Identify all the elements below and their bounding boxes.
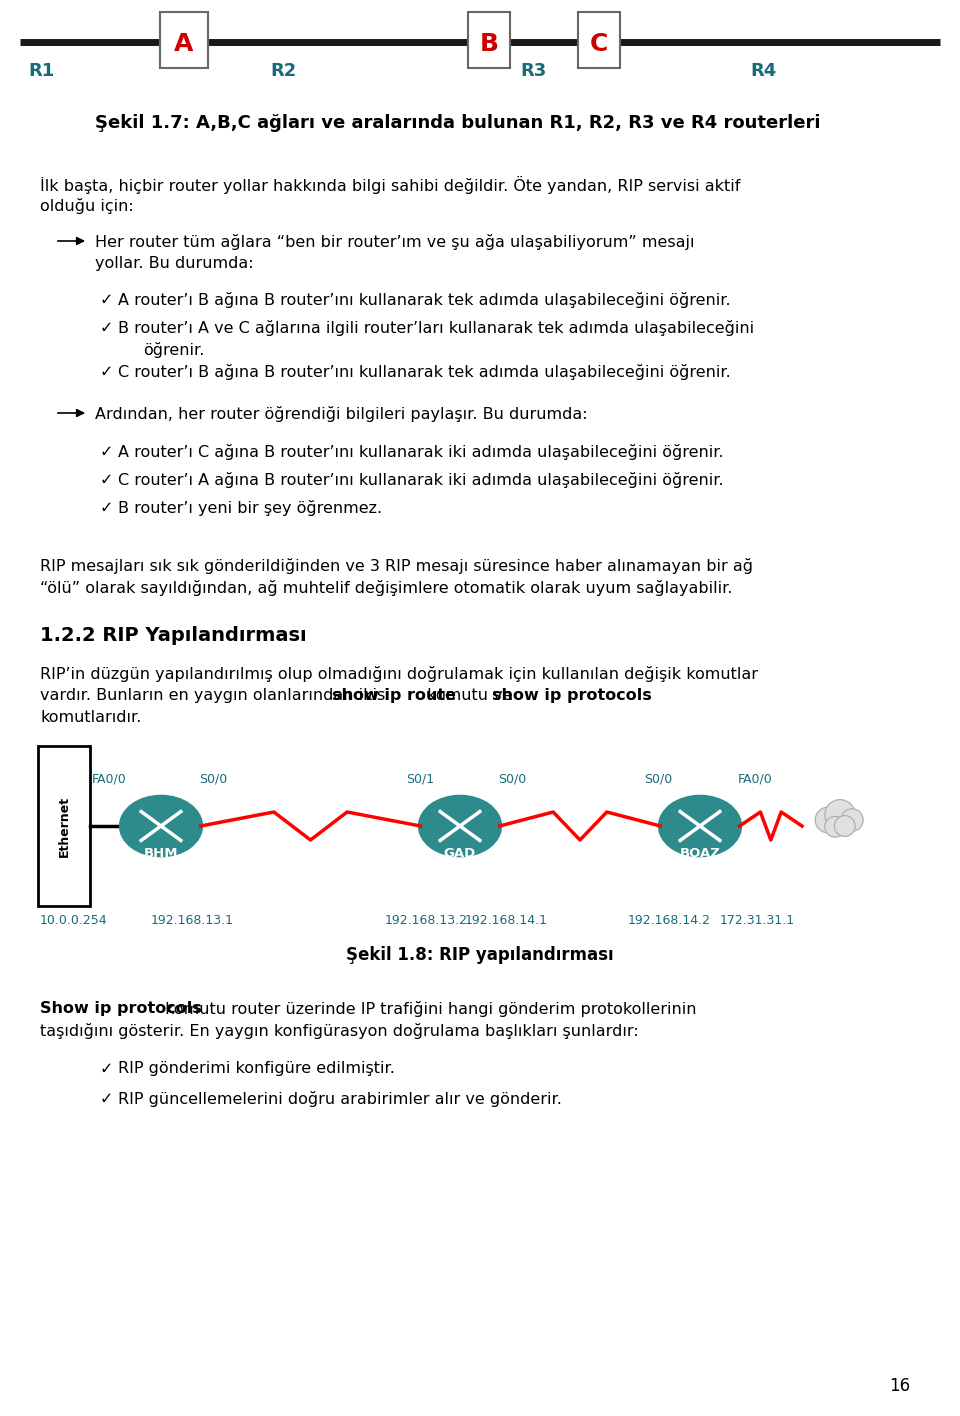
Text: BHM: BHM <box>144 847 179 860</box>
Text: A router’ı C ağına B router’ını kullanarak iki adımda ulaşabileceğini öğrenir.: A router’ı C ağına B router’ını kullanar… <box>118 445 724 460</box>
Ellipse shape <box>659 796 741 857</box>
Text: show ip route: show ip route <box>332 688 456 702</box>
Ellipse shape <box>419 796 501 857</box>
Text: S0/0: S0/0 <box>498 772 526 784</box>
Text: R4: R4 <box>750 62 777 79</box>
Text: ✓: ✓ <box>100 445 113 460</box>
Text: Her router tüm ağlara “ben bir router’ım ve şu ağa ulaşabiliyorum” mesajı: Her router tüm ağlara “ben bir router’ım… <box>95 234 694 251</box>
Text: ✓: ✓ <box>100 473 113 489</box>
Text: R1: R1 <box>28 62 55 79</box>
Text: S0/1: S0/1 <box>406 772 434 784</box>
Circle shape <box>841 809 863 831</box>
Text: Show ip protocols: Show ip protocols <box>40 1001 202 1017</box>
Text: BOAZ: BOAZ <box>680 847 720 860</box>
Text: A router’ı B ağına B router’ını kullanarak tek adımda ulaşabileceğini öğrenir.: A router’ı B ağına B router’ını kullanar… <box>118 292 731 309</box>
Text: RIP mesajları sık sık gönderildiğinden ve 3 RIP mesajı süresince haber alınamaya: RIP mesajları sık sık gönderildiğinden v… <box>40 558 753 573</box>
Text: RIP gönderimi konfigüre edilmiştir.: RIP gönderimi konfigüre edilmiştir. <box>118 1061 395 1076</box>
Text: B router’ı yeni bir şey öğrenmez.: B router’ı yeni bir şey öğrenmez. <box>118 500 382 515</box>
Text: C router’ı A ağına B router’ını kullanarak iki adımda ulaşabileceğini öğrenir.: C router’ı A ağına B router’ını kullanar… <box>118 472 724 489</box>
Text: RIP’in düzgün yapılandırılmış olup olmadığını doğrulamak için kullanılan değişik: RIP’in düzgün yapılandırılmış olup olmad… <box>40 666 758 683</box>
Text: taşıdığını gösterir. En yaygın konfigürasyon doğrulama başlıkları şunlardır:: taşıdığını gösterir. En yaygın konfigüra… <box>40 1022 638 1039</box>
Text: 10.0.0.254: 10.0.0.254 <box>40 913 108 927</box>
Text: A: A <box>175 33 194 57</box>
Text: komutlarıdır.: komutlarıdır. <box>40 709 141 725</box>
Text: 16: 16 <box>889 1376 910 1395</box>
Text: 1.2.2 RIP Yapılandırması: 1.2.2 RIP Yapılandırması <box>40 626 306 646</box>
Text: FA0/0: FA0/0 <box>738 772 773 784</box>
Text: show ip protocols: show ip protocols <box>492 688 652 702</box>
Text: B router’ı A ve C ağlarına ilgili router’ları kullanarak tek adımda ulaşabileceğ: B router’ı A ve C ağlarına ilgili router… <box>118 320 755 336</box>
Text: ✓: ✓ <box>100 501 113 515</box>
Circle shape <box>825 817 846 837</box>
Text: R3: R3 <box>520 62 546 79</box>
Text: komutu ve: komutu ve <box>421 688 517 702</box>
Text: Ardından, her router öğrendiği bilgileri paylaşır. Bu durumda:: Ardından, her router öğrendiği bilgileri… <box>95 406 588 422</box>
Text: C router’ı B ağına B router’ını kullanarak tek adımda ulaşabileceğini öğrenir.: C router’ı B ağına B router’ını kullanar… <box>118 364 731 379</box>
Text: ✓: ✓ <box>100 1062 113 1078</box>
Text: FA0/0: FA0/0 <box>92 772 127 784</box>
Text: R2: R2 <box>270 62 297 79</box>
Text: vardır. Bunların en yaygın olanlarından ikisi: vardır. Bunların en yaygın olanlarından … <box>40 688 395 702</box>
Text: RIP güncellemelerini doğru arabirimler alır ve gönderir.: RIP güncellemelerini doğru arabirimler a… <box>118 1090 562 1107</box>
Text: B: B <box>479 33 498 57</box>
Text: 192.168.13.1: 192.168.13.1 <box>151 913 234 927</box>
Bar <box>468 11 510 68</box>
Text: Şekil 1.8: RIP yapılandırması: Şekil 1.8: RIP yapılandırması <box>347 946 613 964</box>
Text: 172.31.31.1: 172.31.31.1 <box>720 913 795 927</box>
Bar <box>160 11 208 68</box>
Text: 192.168.14.2: 192.168.14.2 <box>628 913 711 927</box>
Text: öğrenir.: öğrenir. <box>143 343 204 358</box>
Text: “ölü” olarak sayıldığından, ağ muhtelif değişimlere otomatik olarak uyum sağlaya: “ölü” olarak sayıldığından, ağ muhtelif … <box>40 581 732 596</box>
Text: ✓: ✓ <box>100 293 113 309</box>
Circle shape <box>815 807 841 833</box>
Text: ✓: ✓ <box>100 1092 113 1107</box>
Text: olduğu için:: olduğu için: <box>40 198 133 214</box>
Circle shape <box>825 800 855 830</box>
Text: GAD: GAD <box>444 847 476 860</box>
Ellipse shape <box>120 796 203 857</box>
Text: komutu router üzerinde IP trafiğini hangi gönderim protokollerinin: komutu router üzerinde IP trafiğini hang… <box>160 1001 696 1017</box>
Text: ✓: ✓ <box>100 321 113 336</box>
Circle shape <box>834 816 855 837</box>
Text: ✓: ✓ <box>100 365 113 379</box>
Bar <box>578 11 620 68</box>
Bar <box>38 746 90 906</box>
Text: yollar. Bu durumda:: yollar. Bu durumda: <box>95 256 253 270</box>
Text: Şekil 1.7: A,B,C ağları ve aralarında bulunan R1, R2, R3 ve R4 routerleri: Şekil 1.7: A,B,C ağları ve aralarında bu… <box>95 115 821 132</box>
Text: Ethernet: Ethernet <box>58 796 70 857</box>
Text: İlk başta, hiçbir router yollar hakkında bilgi sahibi değildir. Öte yandan, RIP : İlk başta, hiçbir router yollar hakkında… <box>40 176 740 194</box>
Text: C: C <box>589 33 609 57</box>
Text: S0/0: S0/0 <box>199 772 228 784</box>
Text: 192.168.14.1: 192.168.14.1 <box>465 913 548 927</box>
Text: S0/0: S0/0 <box>644 772 672 784</box>
Text: 192.168.13.2: 192.168.13.2 <box>385 913 468 927</box>
